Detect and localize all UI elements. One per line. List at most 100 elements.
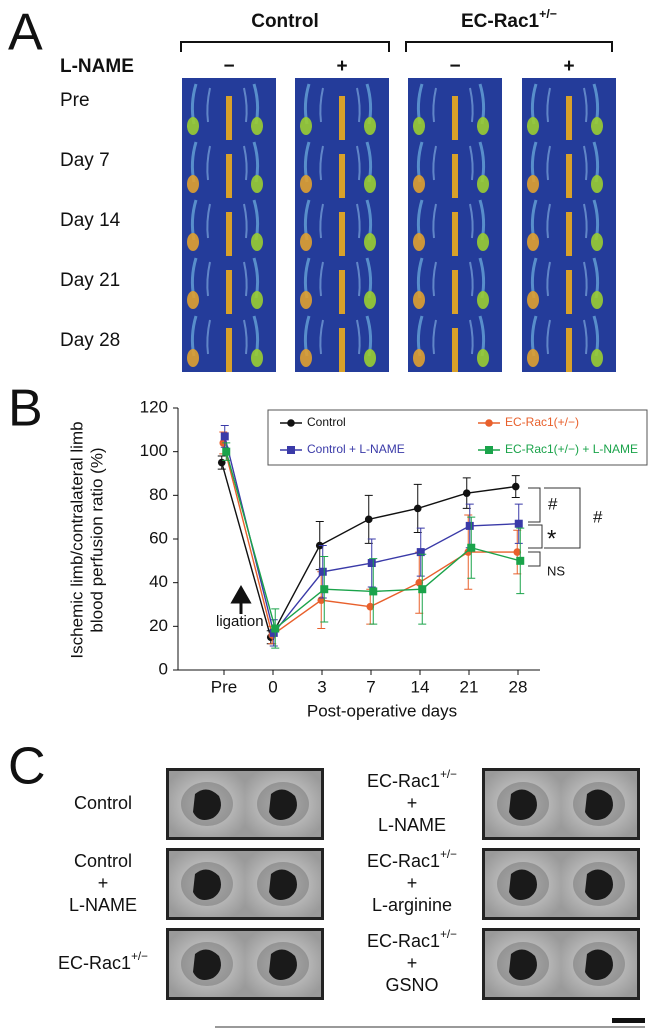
label: EC-Rac1+/− [367, 848, 457, 871]
paw [300, 175, 312, 193]
treatment: L-arginine [372, 895, 452, 915]
tail [452, 96, 458, 140]
label: Control [251, 11, 319, 32]
paw [477, 175, 489, 193]
right-limb [583, 203, 588, 239]
right-limb [243, 203, 248, 239]
tail [339, 96, 345, 140]
right-limb [243, 319, 248, 355]
y-tick-label: 40 [149, 572, 168, 591]
left-limb [206, 261, 211, 297]
superscript: +/− [131, 950, 148, 963]
paw [591, 291, 603, 309]
right-limb [583, 319, 588, 355]
aortic-ring [193, 789, 221, 820]
right-limb [243, 87, 248, 123]
paw [413, 117, 425, 135]
paw [477, 349, 489, 367]
tail [566, 328, 572, 372]
x-tick-label: 21 [460, 677, 479, 696]
paw [300, 117, 312, 135]
treatment: L-NAME [69, 895, 137, 915]
right-limb [583, 261, 588, 297]
right-limb [469, 87, 474, 123]
ligation-arrow [230, 584, 252, 614]
left-limb [319, 87, 324, 123]
paw [413, 233, 425, 251]
left-limb [432, 87, 437, 123]
paw [477, 117, 489, 135]
row-label: Day 14 [60, 210, 121, 231]
left-limb [206, 145, 211, 181]
left-limb [432, 145, 437, 181]
tail [339, 212, 345, 256]
left-limb [319, 145, 324, 181]
paw [187, 349, 199, 367]
paw [300, 291, 312, 309]
aortic-ring [509, 789, 537, 820]
left-limb [206, 87, 211, 123]
left-limb [319, 203, 324, 239]
legend-label: EC-Rac1(+/−) [505, 415, 579, 429]
aortic-ring [269, 949, 297, 980]
plus: + [407, 873, 418, 893]
marker [513, 548, 522, 556]
paw [591, 349, 603, 367]
annotation: # [593, 507, 603, 526]
paw [527, 175, 539, 193]
left-limb [206, 203, 211, 239]
name: EC-Rac1 [461, 11, 540, 32]
paw [364, 175, 376, 193]
marker [220, 432, 229, 441]
lname-sign: + [336, 56, 347, 77]
tail [226, 212, 232, 256]
name: Control [251, 11, 319, 32]
panel-label: C [8, 738, 46, 796]
superscript: +/− [440, 848, 457, 861]
tail [339, 328, 345, 372]
paw [187, 117, 199, 135]
lname-sign: − [223, 56, 234, 77]
tail [566, 96, 572, 140]
right-limb [469, 145, 474, 181]
left-limb [432, 203, 437, 239]
tail [452, 328, 458, 372]
label: Control [74, 851, 132, 871]
row-label: Day 21 [60, 270, 120, 291]
label: Control [74, 793, 132, 813]
panel-label: B [8, 380, 43, 438]
name: EC-Rac1 [367, 931, 440, 951]
annotation: * [547, 525, 556, 552]
marker [418, 585, 427, 594]
aortic-ring [585, 949, 613, 980]
aortic-ring [269, 789, 297, 820]
scale-bar [612, 1018, 645, 1023]
left-limb [546, 145, 551, 181]
left-limb [319, 319, 324, 355]
right-limb [583, 145, 588, 181]
paw [364, 233, 376, 251]
left-limb [432, 261, 437, 297]
aortic-ring [269, 869, 297, 900]
marker [462, 489, 471, 497]
superscript: +/− [440, 928, 457, 941]
right-limb [583, 87, 588, 123]
right-limb [356, 203, 361, 239]
y-tick-label: 120 [140, 397, 168, 416]
paw [413, 175, 425, 193]
paw [591, 117, 603, 135]
paw [251, 117, 263, 135]
right-limb [356, 319, 361, 355]
tail [566, 154, 572, 198]
left-limb [546, 261, 551, 297]
tail [226, 270, 232, 314]
marker [413, 504, 422, 513]
tail [566, 270, 572, 314]
superscript: +/− [440, 768, 457, 781]
marker [271, 624, 280, 633]
marker [366, 602, 375, 611]
tail [452, 270, 458, 314]
left-limb [546, 87, 551, 123]
x-tick-label: 3 [317, 677, 326, 696]
right-limb [243, 145, 248, 181]
